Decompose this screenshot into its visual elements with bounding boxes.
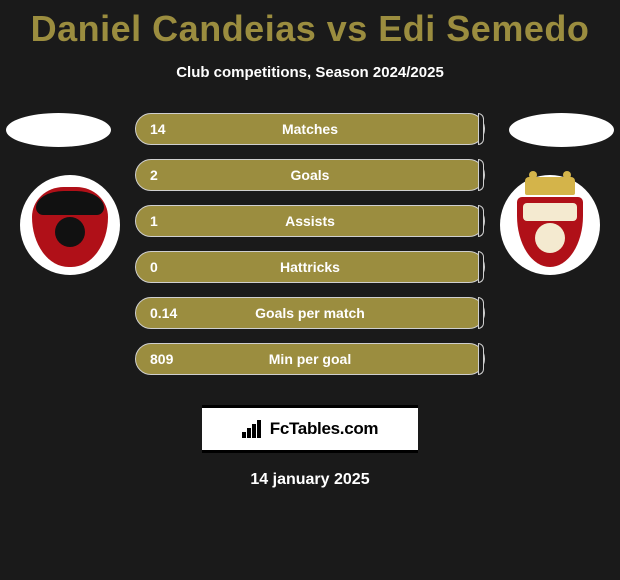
stat-right-empty-segment bbox=[478, 159, 484, 191]
shield-icon bbox=[517, 197, 583, 267]
stat-left-value: 0.14 bbox=[150, 305, 177, 321]
right-club-crest-icon bbox=[510, 185, 590, 275]
stat-row: 0 Hattricks bbox=[135, 251, 485, 283]
branding-bar: FcTables.com bbox=[202, 405, 418, 453]
crown-icon bbox=[525, 177, 575, 195]
subtitle-text: Club competitions, Season 2024/2025 bbox=[0, 64, 620, 81]
stat-left-value: 14 bbox=[150, 121, 166, 137]
date-text: 14 january 2025 bbox=[0, 471, 620, 489]
stat-row: 0.14 Goals per match bbox=[135, 297, 485, 329]
stat-right-empty-segment bbox=[478, 297, 484, 329]
stat-label: Min per goal bbox=[269, 351, 351, 367]
stat-left-value: 809 bbox=[150, 351, 173, 367]
stat-label: Hattricks bbox=[280, 259, 340, 275]
right-ellipse bbox=[509, 113, 614, 147]
stat-left-value: 0 bbox=[150, 259, 158, 275]
branding-text: FcTables.com bbox=[270, 419, 379, 439]
left-ellipse bbox=[6, 113, 111, 147]
stat-row: 809 Min per goal bbox=[135, 343, 485, 375]
stat-label: Matches bbox=[282, 121, 338, 137]
stat-row: 14 Matches bbox=[135, 113, 485, 145]
stat-row: 2 Goals bbox=[135, 159, 485, 191]
page-title: Daniel Candeias vs Edi Semedo bbox=[0, 0, 620, 50]
stat-label: Goals per match bbox=[255, 305, 365, 321]
comparison-area: 14 Matches 2 Goals 1 Assists 0 Hattricks 0.14 Goa… bbox=[0, 113, 620, 383]
stat-left-value: 1 bbox=[150, 213, 158, 229]
stat-row: 1 Assists bbox=[135, 205, 485, 237]
stat-label: Goals bbox=[291, 167, 330, 183]
stat-right-empty-segment bbox=[478, 205, 484, 237]
bars-icon bbox=[242, 420, 264, 438]
stat-right-empty-segment bbox=[478, 113, 484, 145]
stat-right-empty-segment bbox=[478, 343, 484, 375]
stats-column: 14 Matches 2 Goals 1 Assists 0 Hattricks 0.14 Goa… bbox=[135, 113, 485, 375]
stat-left-value: 2 bbox=[150, 167, 158, 183]
stat-label: Assists bbox=[285, 213, 335, 229]
stat-right-empty-segment bbox=[478, 251, 484, 283]
